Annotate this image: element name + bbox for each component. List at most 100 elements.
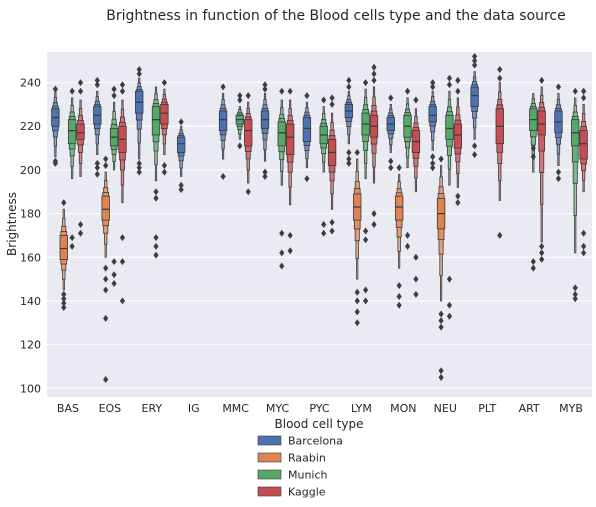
outlier-point [178,181,184,189]
boxen-kaggle-art [537,76,546,263]
x-tick-label: PLT [478,402,496,415]
legend-label: Barcelona [288,435,343,448]
outlier-point [346,76,352,84]
outlier-point [321,221,327,228]
outlier-point [572,284,578,292]
outlier-point [404,242,411,250]
boxen-barcelona-lym [344,76,354,167]
outlier-point [94,76,100,84]
outlier-point [77,79,84,87]
outlier-point [371,70,377,78]
outlier-point [321,229,327,237]
boxen-barcelona-mmc [218,83,228,180]
legend-swatch [257,435,282,446]
boxen-level [218,110,228,132]
outlier-point [388,164,394,172]
outlier-point [472,151,478,159]
outlier-point [581,87,587,95]
outlier-point [530,153,536,161]
outlier-point [363,227,369,235]
outlier-point [497,65,503,73]
outlier-point [413,290,419,298]
boxen-level [176,136,186,153]
outlier-point [438,317,444,325]
y-tick-label: 160 [20,251,41,264]
outlier-point [539,255,545,263]
outlier-point [262,85,268,93]
outlier-point [455,192,461,200]
boxen-kaggle-pyc [327,94,337,235]
boxen-munich-mon [403,87,412,250]
boxen-level [428,106,437,123]
legend-item-barcelona: Barcelona [257,435,343,448]
boxen-level [59,235,68,260]
outlier-point [69,242,75,250]
x-tick-label: PYC [309,402,330,415]
outlier-point [279,249,285,257]
outlier-point [220,172,226,180]
outlier-point [103,376,109,384]
outlier-point [472,57,478,65]
outlier-point [438,373,444,381]
boxen-level [101,195,110,221]
outlier-point [363,236,369,244]
legend-item-kaggle: Kaggle [257,486,326,499]
boxen-raabin-bas [59,199,68,311]
outlier-point [77,221,84,228]
outlier-point [581,249,587,257]
boxen-munich-bas [67,87,77,250]
legend-swatch [257,486,282,497]
boxen-level [277,121,286,147]
y-tick-label: 100 [20,382,41,395]
boxen-barcelona-myc [260,81,270,180]
outlier-point [111,271,117,279]
outlier-point [413,275,419,283]
boxen-raabin-neu [436,155,446,381]
outlier-point [178,118,184,126]
y-tick-label: 120 [20,339,41,352]
outlier-point [329,227,335,235]
boxen-barcelona-pyc [302,92,312,183]
outlier-point [346,159,352,167]
outlier-point [539,76,545,84]
boxen-barcelona-ery [135,65,144,176]
outlier-point [555,83,562,91]
outlier-point [581,229,587,237]
outlier-point [404,231,411,239]
outlier-point [446,74,453,82]
outlier-point [103,264,109,272]
outlier-point [572,295,578,303]
outlier-point [279,87,285,95]
boxen-kaggle-neu [453,76,463,207]
outlier-point [237,92,243,100]
boxen-barcelona-bas [51,85,60,167]
outlier-point [446,301,453,309]
outlier-point [94,164,100,172]
boxen-barcelona-mon [386,94,395,172]
boxen-level [579,130,588,160]
outlier-point [572,87,578,95]
outlier-point [329,94,335,102]
outlier-point [136,159,142,167]
boxen-kaggle-bas [76,79,85,237]
outlier-point [287,231,293,239]
outlier-point [472,142,478,150]
outlier-point [396,282,402,290]
outlier-point [388,94,394,102]
outlier-point [354,288,360,296]
outlier-point [539,249,545,257]
boxen-level [285,123,295,156]
y-tick-label: 180 [20,208,41,221]
outlier-point [354,297,360,305]
outlier-point [153,234,159,242]
outlier-point [103,162,109,170]
outlier-point [363,286,369,294]
outlier-point [321,96,327,104]
outlier-point [396,293,402,301]
boxen-kaggle-plt [495,65,504,239]
legend: Barcelona Raabin Munich Kaggle [257,435,343,499]
outlier-point [153,242,159,250]
outlier-point [304,175,310,183]
boxen-raabin-eos [101,155,110,384]
outlier-point [61,295,67,303]
